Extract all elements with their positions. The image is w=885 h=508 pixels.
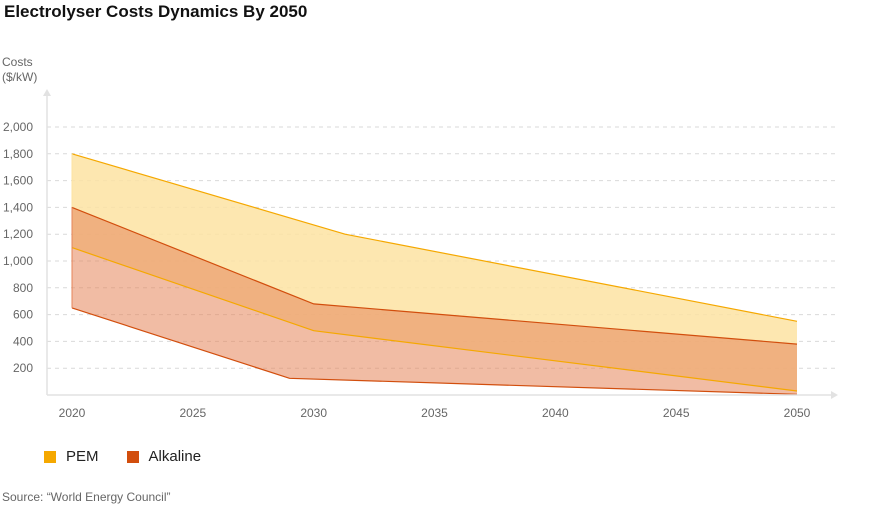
x-tick-2050: 2050 — [784, 406, 811, 420]
x-tick-2040: 2040 — [542, 406, 569, 420]
legend-label-alkaline: Alkaline — [148, 448, 202, 465]
area-alkaline — [72, 207, 797, 395]
y-axis-label-line2: ($/kW) — [2, 70, 38, 84]
y-tick-1800: 1,800 — [3, 147, 33, 161]
line-pem-upper — [71, 153, 798, 322]
y-tick-800: 800 — [13, 281, 33, 295]
y-tick-1000: 1,000 — [3, 254, 33, 268]
legend-item-alkaline: Alkaline — [126, 448, 202, 465]
x-tick-2045: 2045 — [663, 406, 690, 420]
line-alkaline-lower — [71, 307, 798, 395]
x-axis-arrow — [831, 391, 838, 399]
y-tick-1400: 1,400 — [3, 200, 33, 214]
y-tick-labels: 200 400 600 800 1,000 1,200 1,400 1,600 1,800 2,0… — [3, 120, 33, 375]
x-tick-2030: 2030 — [300, 406, 327, 420]
axes — [43, 89, 838, 399]
series-areas — [71, 153, 798, 395]
line-alkaline-upper — [71, 206, 798, 345]
y-tick-400: 400 — [13, 334, 33, 348]
x-tick-2035: 2035 — [421, 406, 448, 420]
legend-label-pem: PEM — [66, 448, 99, 465]
y-tick-1200: 1,200 — [3, 227, 33, 241]
y-axis-arrow — [43, 89, 51, 96]
y-tick-200: 200 — [13, 361, 33, 375]
y-tick-1600: 1,600 — [3, 174, 33, 188]
source-note: Source: “World Energy Council” — [2, 490, 171, 504]
chart-area: 200 400 600 800 1,000 1,200 1,400 1,600 1,800 2,0… — [3, 89, 838, 420]
y-axis-label: Costs ($/kW) — [2, 55, 37, 85]
y-axis-label-line1: Costs — [2, 55, 33, 69]
chart-title: Electrolyser Costs Dynamics By 2050 — [4, 2, 308, 21]
legend-swatch-pem — [44, 450, 56, 463]
line-pem-lower — [71, 247, 798, 392]
legend-swatch-alkaline — [126, 450, 139, 463]
y-tick-600: 600 — [13, 308, 33, 322]
y-tick-2000: 2,000 — [3, 120, 33, 134]
x-tick-2025: 2025 — [179, 406, 206, 420]
x-tick-labels: 2020 2025 2030 2035 2040 2045 2050 — [59, 406, 811, 420]
legend: PEM Alkaline — [44, 448, 229, 465]
x-tick-2020: 2020 — [59, 406, 86, 420]
legend-item-pem: PEM — [44, 448, 99, 465]
